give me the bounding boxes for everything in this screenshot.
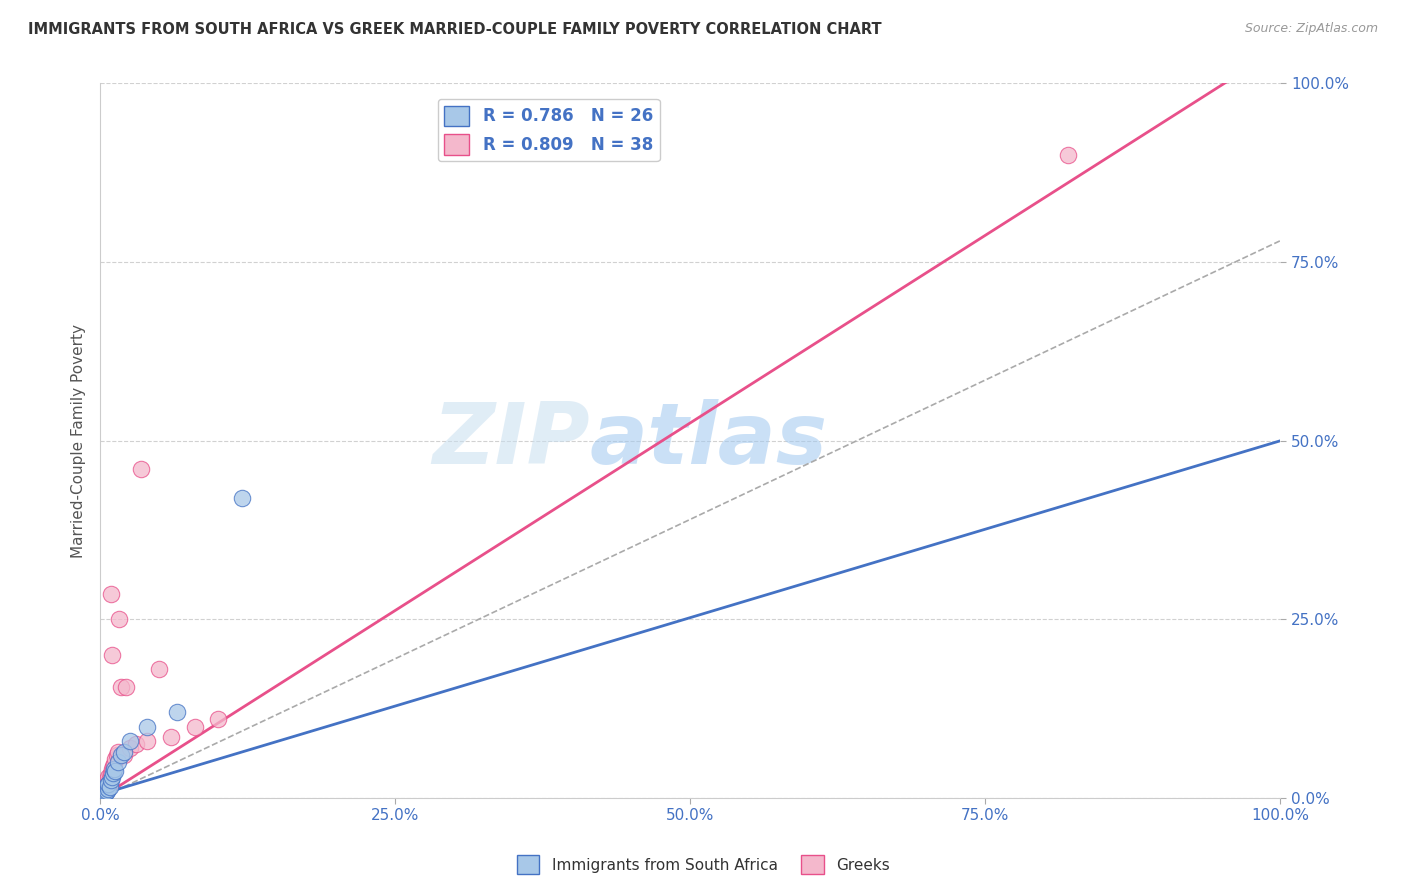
Point [94,782,117,797]
Point [136,734,159,748]
Point [94,777,117,791]
Point [231,491,253,505]
Point [104,752,127,766]
Point [90,787,112,801]
Y-axis label: Married-Couple Family Poverty: Married-Couple Family Poverty [72,324,86,558]
Point [96,780,118,795]
Point [98,771,121,785]
Point [1057,148,1080,162]
Point [100,587,122,601]
Point [115,681,138,695]
Point [94,778,117,792]
Point [94,785,117,799]
Point [90,789,112,804]
Point [101,770,124,784]
Text: ZIP: ZIP [432,400,591,483]
Point [118,734,141,748]
Point [166,706,188,720]
Point [136,720,159,734]
Point [94,787,117,801]
Point [101,763,124,777]
Point [148,662,170,676]
Point [98,777,121,791]
Point [91,785,114,799]
Point [207,713,229,727]
Point [100,773,122,788]
Point [100,766,122,780]
Point [131,462,153,476]
Point [112,745,135,759]
Point [104,764,127,778]
Point [97,770,120,784]
Point [97,778,120,792]
Point [97,777,120,791]
Point [101,766,124,780]
Point [118,741,141,756]
Point [183,720,205,734]
Point [90,789,112,803]
Point [93,785,115,799]
Point [103,763,125,777]
Point [96,784,118,798]
Point [91,784,114,798]
Point [110,681,132,695]
Point [91,788,114,802]
Point [94,784,117,798]
Point [94,782,117,797]
Point [108,612,131,626]
Legend: Immigrants from South Africa, Greeks: Immigrants from South Africa, Greeks [510,849,896,880]
Point [96,778,118,792]
Point [96,773,118,788]
Legend: R = 0.786   N = 26, R = 0.809   N = 38: R = 0.786 N = 26, R = 0.809 N = 38 [437,99,659,161]
Point [101,759,124,773]
Point [105,748,128,763]
Point [91,788,114,802]
Text: atlas: atlas [591,400,828,483]
Point [160,731,183,745]
Point [93,780,115,795]
Point [112,748,135,763]
Text: IMMIGRANTS FROM SOUTH AFRICA VS GREEK MARRIED-COUPLE FAMILY POVERTY CORRELATION : IMMIGRANTS FROM SOUTH AFRICA VS GREEK MA… [28,22,882,37]
Point [124,738,146,752]
Point [103,756,125,771]
Point [101,648,124,662]
Point [98,780,121,795]
Point [97,782,120,797]
Point [94,780,117,795]
Point [110,748,132,763]
Point [93,784,115,798]
Point [107,756,129,770]
Text: Source: ZipAtlas.com: Source: ZipAtlas.com [1244,22,1378,36]
Point [93,788,115,802]
Point [107,745,129,759]
